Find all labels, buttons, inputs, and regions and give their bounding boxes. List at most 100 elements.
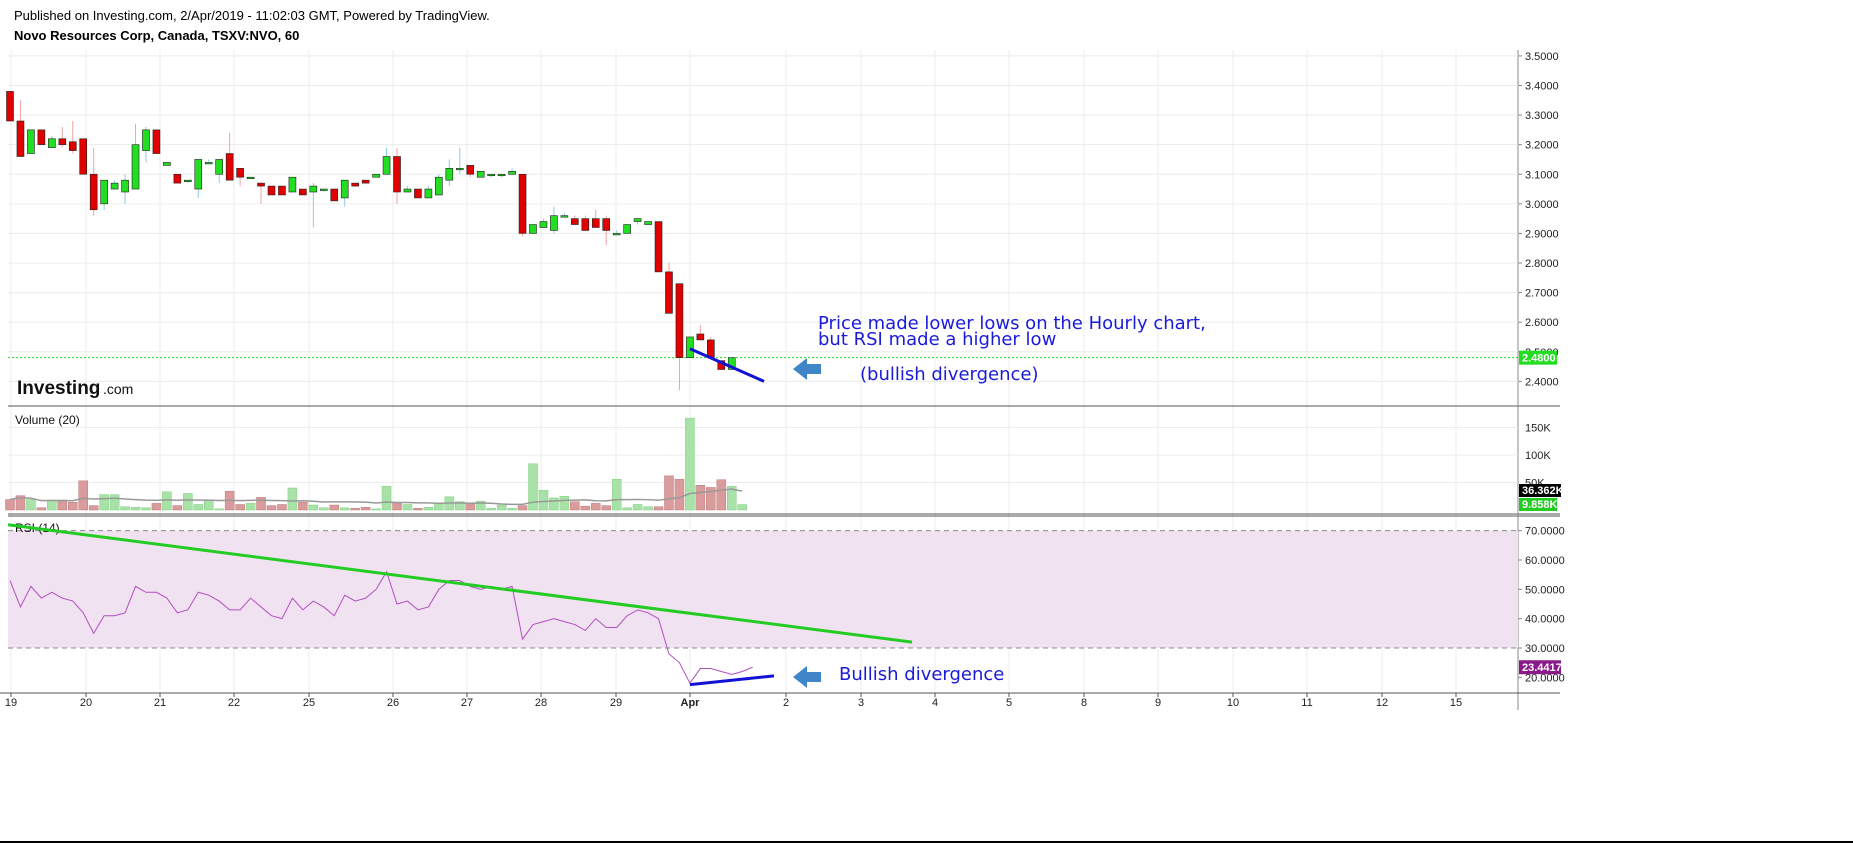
candle-body	[361, 179, 370, 184]
candle-body	[89, 173, 98, 211]
candle-body	[236, 168, 244, 178]
x-tick-label: 29	[610, 697, 622, 709]
x-tick-label: 19	[5, 697, 17, 709]
volume-bar	[235, 504, 245, 511]
volume-bar	[653, 506, 664, 511]
x-tick-label: 15	[1450, 697, 1462, 709]
candle-body	[267, 185, 276, 196]
volume-bar	[203, 499, 214, 511]
investing-logo-suffix: .com	[103, 381, 133, 397]
rsi-tick-label: 70.0000	[1525, 526, 1565, 538]
volume-bar	[632, 504, 643, 511]
candle-body	[58, 138, 67, 145]
volume-bar	[538, 489, 549, 511]
price-tick-label: 3.2000	[1525, 140, 1559, 152]
candle-body	[403, 188, 412, 193]
volume-bar	[350, 508, 360, 511]
volume-bar	[455, 501, 465, 511]
candle-body	[16, 120, 25, 157]
rsi-arrow	[793, 666, 821, 688]
volume-bar	[245, 503, 256, 511]
candle-body	[204, 162, 213, 165]
volume-bar	[402, 504, 413, 511]
candle-body	[79, 138, 88, 175]
candle-body	[330, 188, 339, 202]
candle-body	[560, 215, 569, 218]
x-tick-label: 26	[387, 697, 399, 709]
volume-bar	[559, 496, 570, 511]
candle-body	[246, 176, 255, 180]
candle-body	[340, 179, 349, 199]
volume-bar	[423, 507, 434, 511]
rsi-last-value: 23.4417	[1522, 662, 1562, 674]
x-tick-label: 21	[154, 697, 166, 709]
candle-body	[225, 153, 234, 181]
candle-body	[623, 224, 631, 234]
volume-bar	[685, 417, 695, 511]
volume-bar	[277, 504, 287, 511]
volume-title: Volume (20)	[15, 413, 80, 427]
symbol-title: Novo Resources Corp, Canada, TSXV:NVO, 6…	[14, 28, 300, 43]
volume-bar	[507, 508, 517, 511]
last-price-value: 2.4800	[1522, 353, 1556, 365]
candle-body	[215, 159, 223, 175]
volume-bar	[716, 479, 727, 511]
x-tick-label: 4	[932, 697, 938, 709]
price-arrow	[793, 358, 821, 380]
candle-body	[382, 156, 391, 175]
volume-tick-label: 150K	[1525, 423, 1551, 435]
volume-bar	[486, 508, 496, 511]
candle-body	[319, 188, 328, 191]
volume-bar	[392, 502, 402, 511]
candle-body	[665, 271, 673, 314]
candle-body	[727, 357, 736, 370]
volume-bar	[298, 502, 308, 511]
last-price-badge	[1519, 350, 1557, 365]
rsi-tick-label: 50.0000	[1525, 584, 1565, 596]
volume-bar	[36, 507, 47, 511]
volume-bar	[109, 494, 120, 511]
candle-body	[299, 188, 307, 196]
volume-bar	[381, 486, 392, 511]
candle-body	[591, 218, 600, 228]
volume-bar	[622, 507, 632, 511]
volume-bar	[47, 499, 57, 511]
candle-body	[27, 129, 35, 154]
x-tick-label: 25	[303, 697, 315, 709]
x-tick-label: 8	[1081, 697, 1087, 709]
price-tick-label: 2.8000	[1525, 258, 1559, 270]
price-note-line1: Price made lower lows on the Hourly char…	[818, 313, 1206, 334]
volume-bar	[57, 499, 68, 511]
volume-bar	[413, 508, 423, 511]
volume-bar	[68, 502, 78, 511]
candle-body	[372, 173, 380, 178]
arrow-left-icon	[793, 666, 821, 688]
rsi-divergence-line	[689, 674, 775, 687]
volume-bar	[570, 501, 580, 511]
candle-body	[508, 170, 516, 175]
price-tick-label: 3.0000	[1525, 199, 1559, 211]
price-note-line2: but RSI made a higher low	[818, 329, 1056, 350]
volume-bar	[120, 506, 130, 511]
volume-bar	[151, 503, 162, 511]
candle-body	[466, 165, 475, 175]
volume-bar	[528, 463, 538, 511]
candle-body	[518, 173, 527, 234]
candle-body	[435, 176, 443, 196]
volume-bar	[162, 491, 172, 511]
volume-bar	[475, 500, 486, 511]
rsi-band	[8, 530, 1518, 648]
volume-bar	[339, 507, 350, 511]
candle-body	[257, 182, 265, 187]
volume-bar	[193, 504, 204, 511]
candle-body	[571, 218, 579, 225]
candle-body	[497, 173, 506, 177]
volume-bar	[15, 495, 26, 511]
candle-body	[309, 185, 318, 193]
candle-body	[184, 179, 192, 182]
x-tick-label: 11	[1301, 697, 1312, 709]
candle-body	[278, 185, 286, 196]
price-tick-label: 3.1000	[1525, 169, 1559, 181]
volume-bar	[172, 505, 183, 511]
